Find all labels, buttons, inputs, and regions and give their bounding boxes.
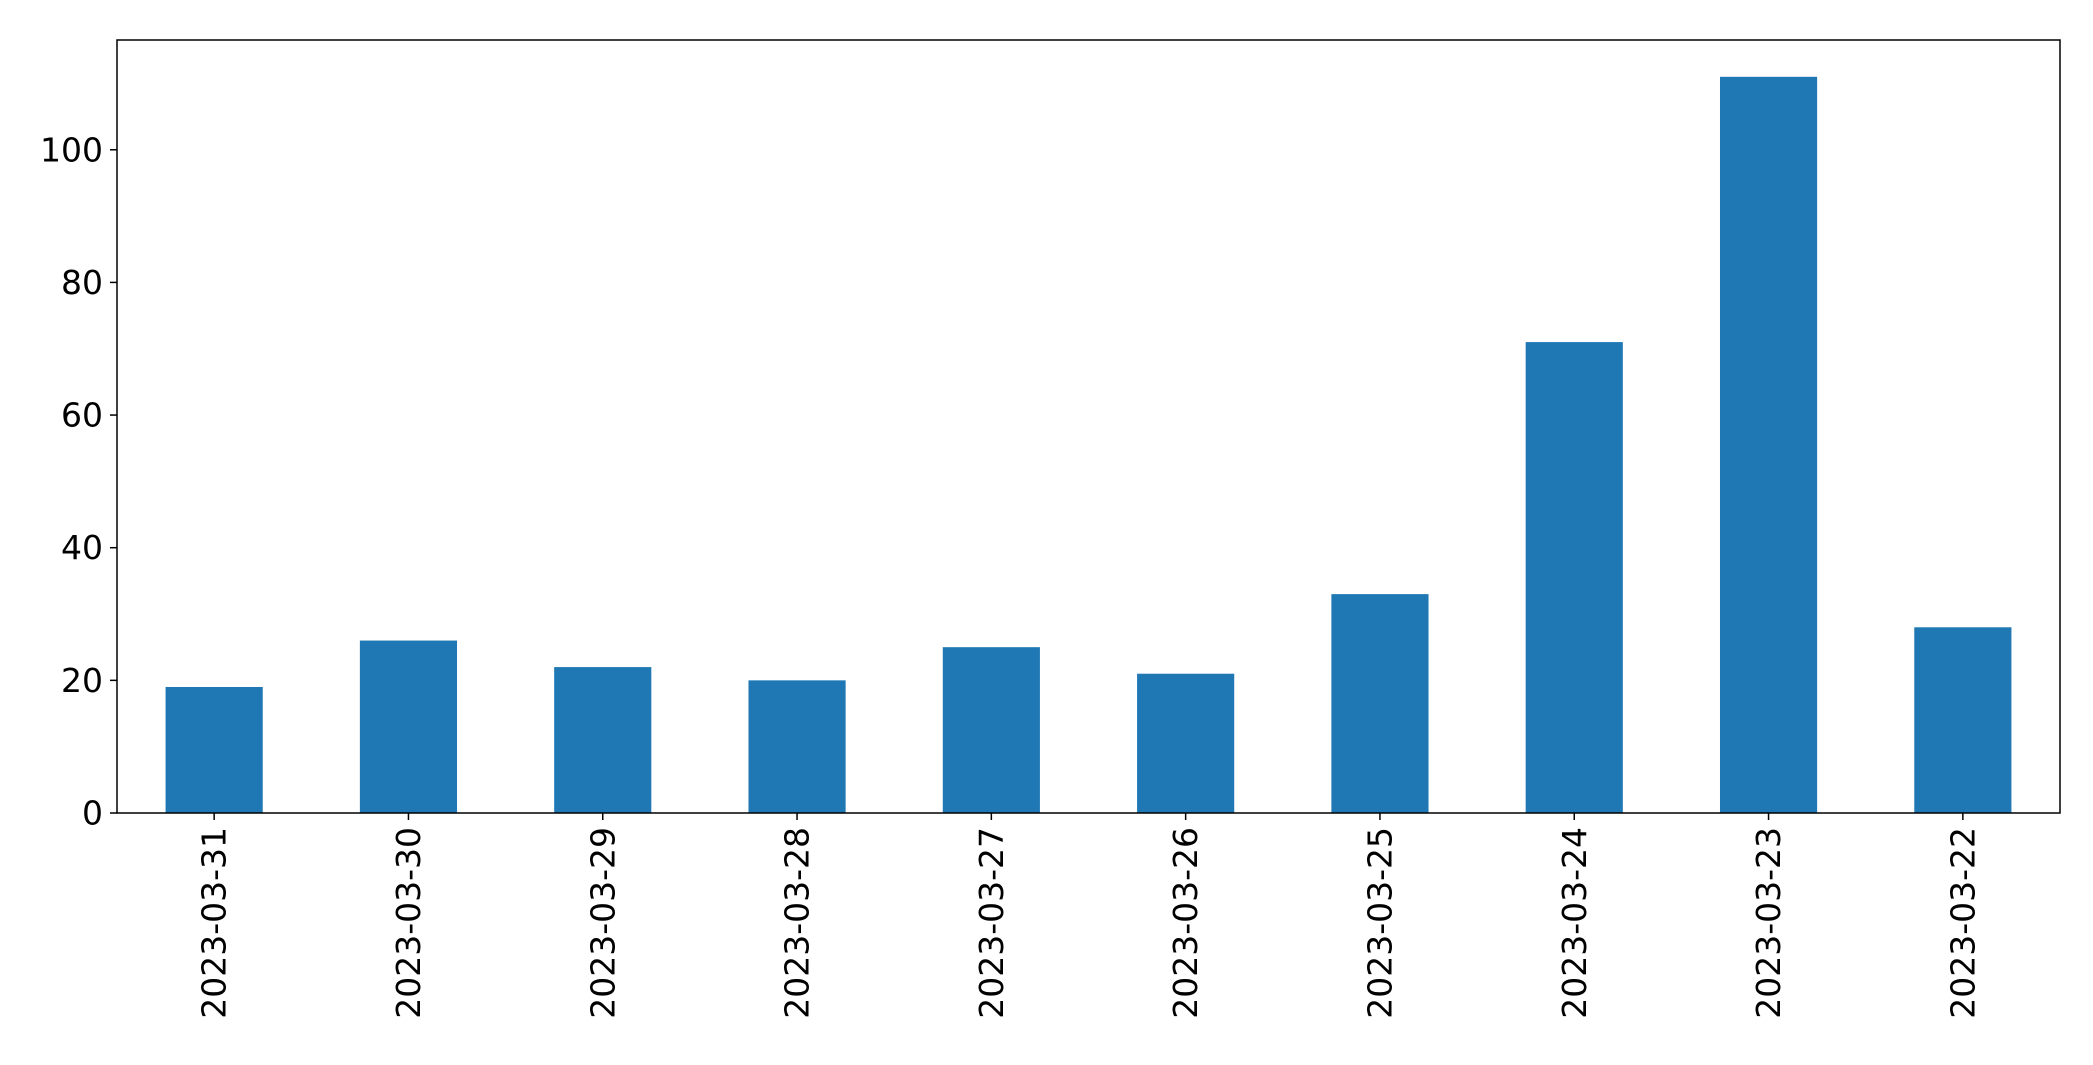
x-axis: 2023-03-31 2023-03-30 2023-03-29 2023-03-28… [195,813,1982,1019]
bar-2023-03-24 [1525,342,1623,813]
bar-2023-03-28 [748,680,846,813]
x-tick-label: 2023-03-22 [1943,827,1982,1019]
x-tick-label: 2023-03-25 [1360,827,1399,1019]
y-tick-label: 100 [40,130,103,169]
plot-area-frame [116,39,2061,814]
y-tick-label: 40 [61,528,103,567]
bar-2023-03-31 [165,686,263,813]
bar-2023-03-27 [942,647,1040,813]
x-tick-label: 2023-03-27 [972,827,1011,1019]
bar-2023-03-25 [1331,594,1429,813]
bar-2023-03-29 [554,667,652,813]
y-tick-label: 0 [82,794,103,833]
x-tick-label: 2023-03-29 [583,827,622,1019]
bar-2023-03-30 [359,640,458,813]
x-tick-label: 2023-03-24 [1555,827,1594,1019]
y-tick-label: 60 [61,396,103,435]
x-tick-label: 2023-03-26 [1166,827,1205,1019]
x-tick-label: 2023-03-23 [1749,827,1788,1019]
y-axis: 0 20 40 60 80 100 [40,130,117,833]
bar-2023-03-22 [1914,627,2012,813]
bars-layer [165,76,2012,813]
bar-2023-03-23 [1719,76,1818,813]
x-tick-label: 2023-03-28 [778,827,817,1019]
y-tick-label: 20 [61,661,103,700]
y-tick-label: 80 [61,263,103,302]
x-tick-label: 2023-03-31 [195,827,234,1019]
bar-2023-03-26 [1137,673,1235,813]
x-tick-label: 2023-03-30 [389,827,428,1019]
